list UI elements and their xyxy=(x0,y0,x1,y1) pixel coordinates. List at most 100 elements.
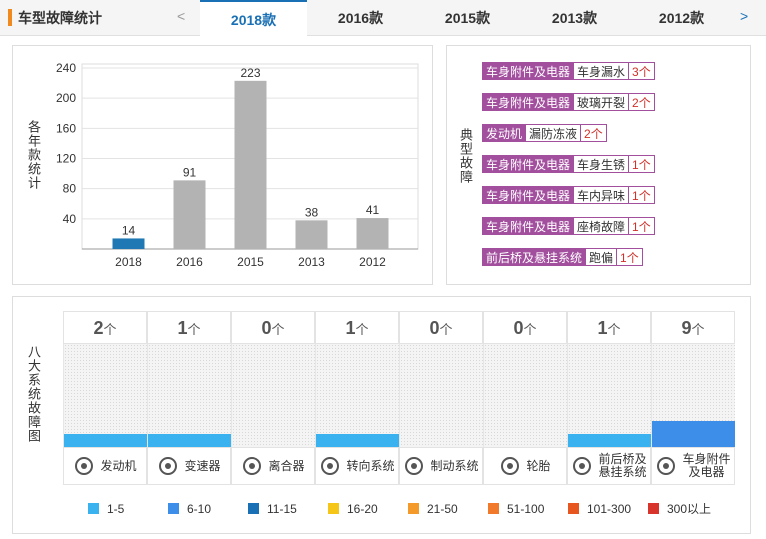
system-count: 1个 xyxy=(147,311,231,344)
x-tick-label: 2013 xyxy=(298,255,325,269)
system-icon-cell: 轮胎 xyxy=(483,447,567,485)
system-name: 轮胎 xyxy=(526,459,550,473)
fault-tag: 车身附件及电器 玻璃开裂 2个 xyxy=(482,93,655,111)
tab[interactable]: 2012款 xyxy=(658,10,705,26)
y-tick-label: 240 xyxy=(56,61,76,75)
legend-swatch xyxy=(648,503,659,514)
legend-swatch xyxy=(328,503,339,514)
legend-label: 11-15 xyxy=(267,501,297,516)
icon-shape xyxy=(165,463,172,469)
x-tick-label: 2016 xyxy=(176,255,203,269)
system-count: 0个 xyxy=(483,311,567,344)
system-icon xyxy=(243,457,262,475)
legend: 1-5 6-10 11-15 16-20 21-50 51-100 101-300 300以上 xyxy=(88,500,728,517)
system-bar xyxy=(64,434,147,447)
system-name-line: 离合器 xyxy=(268,458,305,473)
count-unit: 个 xyxy=(355,322,369,337)
tab[interactable]: 2018款 xyxy=(200,0,307,36)
bar xyxy=(356,218,389,249)
system-count: 0个 xyxy=(231,311,315,344)
system-icon-cell: 制动系统 xyxy=(399,447,483,485)
bar xyxy=(234,80,267,249)
count-number: 9 xyxy=(681,318,692,338)
icon-shape xyxy=(501,457,520,475)
legend-swatch xyxy=(488,503,499,514)
system-plot xyxy=(567,344,651,447)
icon-shape xyxy=(159,457,178,475)
count-number: 1 xyxy=(597,318,608,338)
system-name: 离合器 xyxy=(268,458,305,473)
next-button[interactable]: > xyxy=(740,8,749,24)
fault-count: 1个 xyxy=(629,217,655,235)
system-icon xyxy=(75,457,94,475)
legend-swatch xyxy=(408,503,419,514)
tab[interactable]: 2015款 xyxy=(444,10,491,26)
system-bar xyxy=(148,434,231,447)
system-plot xyxy=(483,344,567,447)
count-unit: 个 xyxy=(439,322,453,337)
count-unit: 个 xyxy=(187,322,201,337)
fault-system: 发动机 xyxy=(482,124,527,142)
icon-shape xyxy=(573,457,592,475)
icon-shape xyxy=(405,457,424,475)
fault-tag: 车身附件及电器 车身生锈 1个 xyxy=(482,155,655,173)
system-icon xyxy=(159,457,178,475)
fault-system: 车身附件及电器 xyxy=(482,186,575,204)
system-name: 发动机 xyxy=(100,458,137,473)
fault-system: 车身附件及电器 xyxy=(482,62,575,80)
count-number: 0 xyxy=(429,318,440,338)
system-name-line: 前后桥及 xyxy=(598,452,647,466)
tab[interactable]: 2016款 xyxy=(337,10,384,26)
system-plot xyxy=(399,344,483,447)
bar xyxy=(295,220,328,249)
legend-item: 51-100 xyxy=(488,500,568,517)
fault-label: 典型故障 xyxy=(458,128,473,184)
fault-tag: 车身附件及电器 座椅故障 1个 xyxy=(482,217,655,235)
system-name-line: 发动机 xyxy=(100,458,137,473)
prev-button[interactable]: < xyxy=(177,8,186,24)
legend-swatch xyxy=(568,503,579,514)
y-tick-label: 160 xyxy=(56,121,76,135)
legend-item: 21-50 xyxy=(408,500,488,517)
system-bar xyxy=(652,421,735,447)
system-count: 2个 xyxy=(63,311,147,344)
x-tick-label: 2018 xyxy=(115,255,142,269)
system-icon-cell: 发动机 xyxy=(63,447,147,485)
system-plot xyxy=(147,344,231,447)
system-name-line: 变速器 xyxy=(184,458,221,473)
legend-label: 51-100 xyxy=(507,501,545,516)
tab-bar xyxy=(0,0,766,36)
system-name-line: 及电器 xyxy=(688,465,725,479)
y-tick-label: 200 xyxy=(56,91,76,105)
legend-swatch xyxy=(88,503,99,514)
system-count: 0个 xyxy=(399,311,483,344)
legend-item: 16-20 xyxy=(328,500,408,517)
icon-shape xyxy=(411,463,418,469)
system-name: 变速器 xyxy=(184,458,221,473)
count-number: 2 xyxy=(93,318,104,338)
system-icon xyxy=(657,457,676,475)
system-icon-cell: 变速器 xyxy=(147,447,231,485)
system-icon xyxy=(501,457,520,475)
system-name: 转向系统 xyxy=(346,459,394,473)
system-icon xyxy=(573,457,592,475)
system-plot xyxy=(63,344,147,447)
count-number: 1 xyxy=(177,318,188,338)
count-unit: 个 xyxy=(523,322,537,337)
system-label: 八大系统故障图 xyxy=(26,345,41,443)
tab[interactable]: 2013款 xyxy=(551,10,598,26)
y-tick-label: 40 xyxy=(63,212,77,226)
value-label: 41 xyxy=(366,203,380,217)
system-icon-cell: 车身附件 及电器 xyxy=(651,447,735,485)
fault-name: 座椅故障 xyxy=(574,217,630,235)
count-number: 0 xyxy=(513,318,524,338)
tabs-title: 车型故障统计 xyxy=(18,10,102,26)
system-bar xyxy=(316,434,399,447)
icon-shape xyxy=(249,463,256,469)
chart: 40 80 120 160 200 240 2018 14 2016 91 2015 223 2013 3… xyxy=(56,61,419,269)
icon-shape xyxy=(75,457,94,475)
system-name: 前后桥及 悬挂系统 xyxy=(598,453,646,479)
icon-shape xyxy=(327,463,334,469)
fault-count: 3个 xyxy=(629,62,655,80)
